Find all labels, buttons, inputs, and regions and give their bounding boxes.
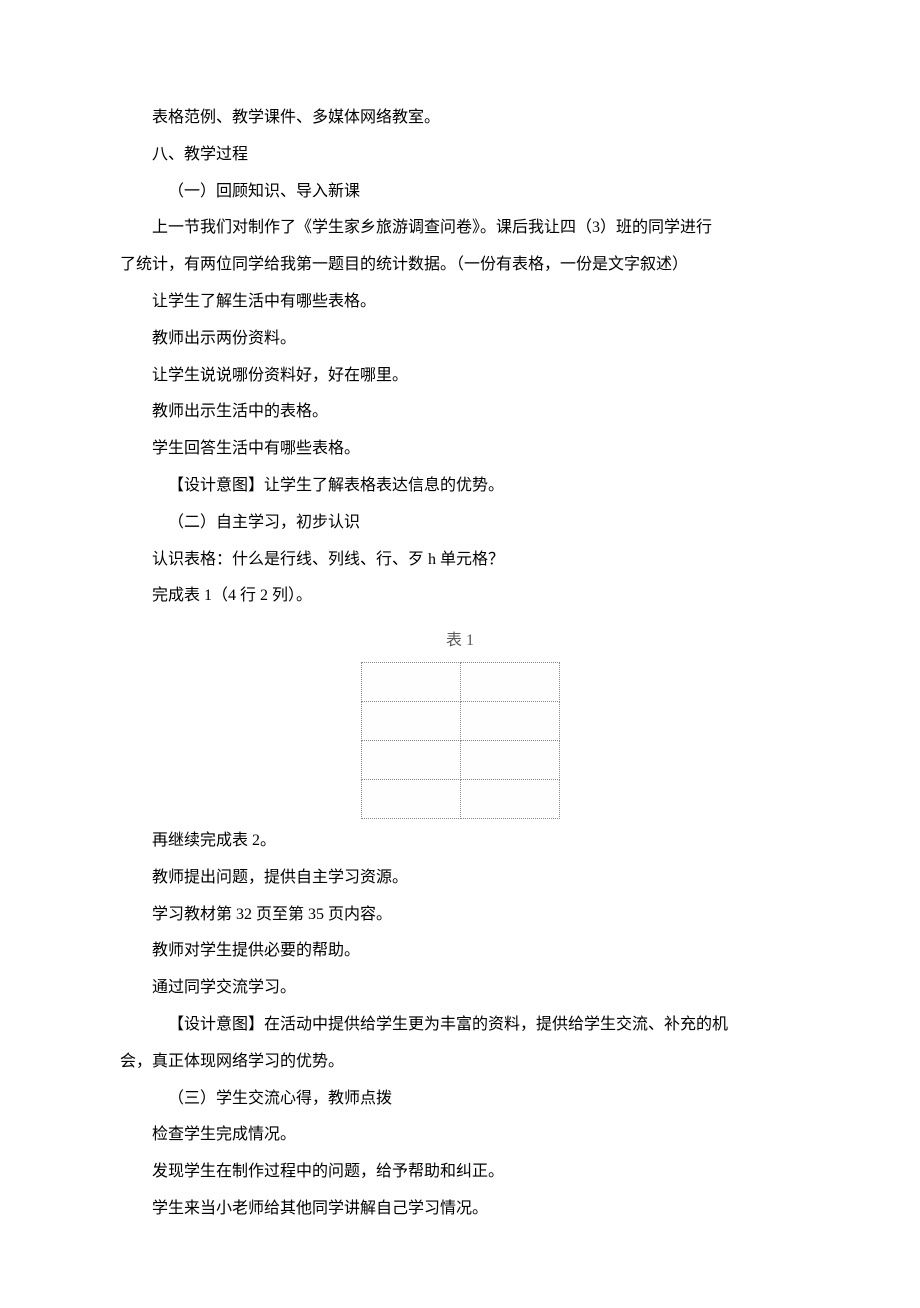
- table-cell: [361, 701, 460, 740]
- design-intent: 【设计意图】让学生了解表格表达信息的优势。: [120, 468, 800, 505]
- body-line: 上一节我们对制作了《学生家乡旅游调查问卷》。课后我让四（3）班的同学进行: [120, 210, 800, 247]
- body-line: 再继续完成表 2。: [120, 823, 800, 860]
- design-intent: 【设计意图】在活动中提供给学生更为丰富的资料，提供给学生交流、补充的机: [120, 1007, 800, 1044]
- subsection-heading: （一）回顾知识、导入新课: [120, 174, 800, 211]
- table1-caption: 表 1: [120, 623, 800, 660]
- document-page: 表格范例、教学课件、多媒体网络教室。 八、教学过程 （一）回顾知识、导入新课 上…: [0, 0, 920, 1308]
- table-row: [361, 779, 559, 818]
- table-row: [361, 740, 559, 779]
- body-line: 教师提出问题，提供自主学习资源。: [120, 860, 800, 897]
- body-line: 教师对学生提供必要的帮助。: [120, 933, 800, 970]
- table-cell: [460, 662, 559, 701]
- table-cell: [361, 779, 460, 818]
- table-cell: [460, 701, 559, 740]
- body-line: 表格范例、教学课件、多媒体网络教室。: [120, 100, 800, 137]
- table-row: [361, 662, 559, 701]
- body-line-continuation: 了统计，有两位同学给我第一题目的统计数据。（一份有表格，一份是文字叙述）: [120, 247, 800, 284]
- table-cell: [460, 779, 559, 818]
- body-line: 教师出示生活中的表格。: [120, 394, 800, 431]
- table-cell: [460, 740, 559, 779]
- subsection-heading: （三）学生交流心得，教师点拨: [120, 1081, 800, 1118]
- table1-container: 表 1: [120, 623, 800, 819]
- body-line: 让学生了解生活中有哪些表格。: [120, 284, 800, 321]
- body-line-continuation: 会，真正体现网络学习的优势。: [120, 1044, 800, 1081]
- subsection-heading: （二）自主学习，初步认识: [120, 505, 800, 542]
- table-row: [361, 701, 559, 740]
- body-line: 学生回答生活中有哪些表格。: [120, 431, 800, 468]
- body-line: 学习教材第 32 页至第 35 页内容。: [120, 897, 800, 934]
- body-line: 完成表 1（4 行 2 列）。: [120, 578, 800, 615]
- table-cell: [361, 662, 460, 701]
- body-line: 检查学生完成情况。: [120, 1117, 800, 1154]
- body-line: 教师出示两份资料。: [120, 321, 800, 358]
- body-line: 通过同学交流学习。: [120, 970, 800, 1007]
- table-cell: [361, 740, 460, 779]
- table1: [361, 662, 560, 819]
- body-line: 认识表格：什么是行线、列线、行、歹 h 单元格？: [120, 542, 800, 579]
- body-line: 发现学生在制作过程中的问题，给予帮助和纠正。: [120, 1154, 800, 1191]
- body-line: 学生来当小老师给其他同学讲解自己学习情况。: [120, 1191, 800, 1228]
- body-line: 让学生说说哪份资料好，好在哪里。: [120, 358, 800, 395]
- section-heading: 八、教学过程: [120, 137, 800, 174]
